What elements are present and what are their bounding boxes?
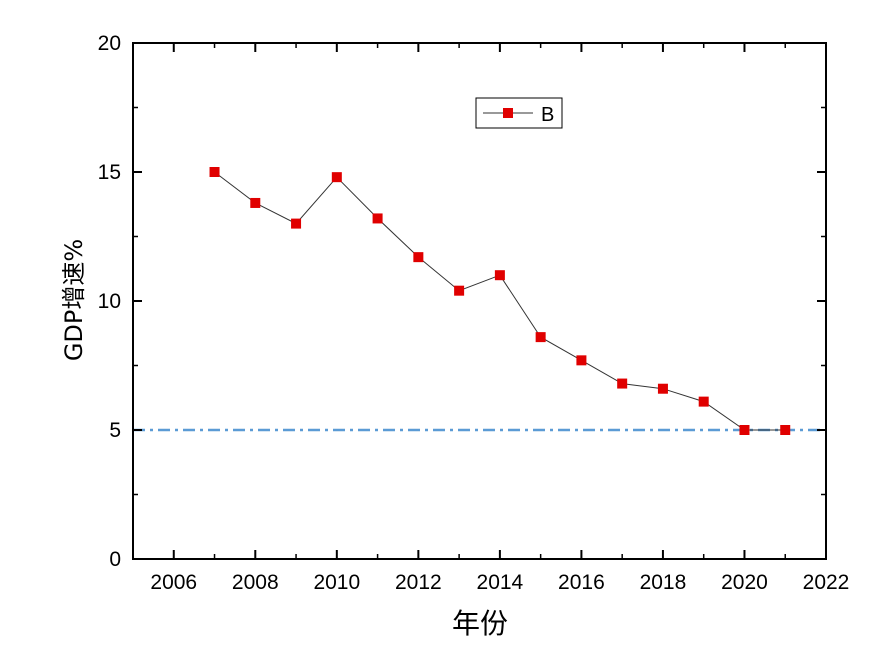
data-point (617, 378, 628, 389)
x-tick-label: 2006 (150, 571, 197, 594)
data-point (739, 425, 750, 435)
x-tick-label: 2022 (803, 571, 850, 594)
x-tick-label: 2020 (721, 571, 768, 594)
x-axis-title: 年份 (452, 607, 508, 640)
data-point (780, 425, 791, 435)
y-axis-title: GDP增速% (60, 239, 88, 361)
legend-label: B (541, 104, 554, 126)
data-point (209, 167, 220, 177)
data-point (454, 285, 465, 296)
data-point (372, 213, 383, 224)
data-point (698, 396, 709, 407)
y-tick-label: 0 (109, 548, 121, 571)
legend: B (475, 97, 563, 129)
data-point (535, 332, 546, 343)
data-point (250, 197, 261, 208)
x-tick-label: 2014 (477, 571, 524, 594)
x-tick-label: 2012 (395, 571, 442, 594)
data-point (657, 383, 668, 394)
data-point (331, 172, 342, 183)
series-layer (209, 167, 791, 435)
y-tick-label: 5 (109, 419, 121, 442)
legend-marker (503, 108, 513, 118)
data-point (413, 252, 424, 263)
y-tick-label: 20 (98, 32, 121, 55)
y-tick-label: 10 (98, 290, 121, 313)
data-point (291, 218, 302, 229)
y-tick-label: 15 (98, 161, 121, 184)
ticks-layer: 0 5 10 15 20 2006 2008 2010 2012 2014 2016 2018 2020… (98, 32, 850, 594)
x-tick-label: 2016 (558, 571, 605, 594)
x-tick-label: 2008 (232, 571, 279, 594)
x-tick-label: 2018 (640, 571, 687, 594)
series-line (214, 171, 786, 431)
data-point (494, 270, 505, 281)
x-tick-label: 2010 (313, 571, 360, 594)
data-point (576, 355, 587, 366)
